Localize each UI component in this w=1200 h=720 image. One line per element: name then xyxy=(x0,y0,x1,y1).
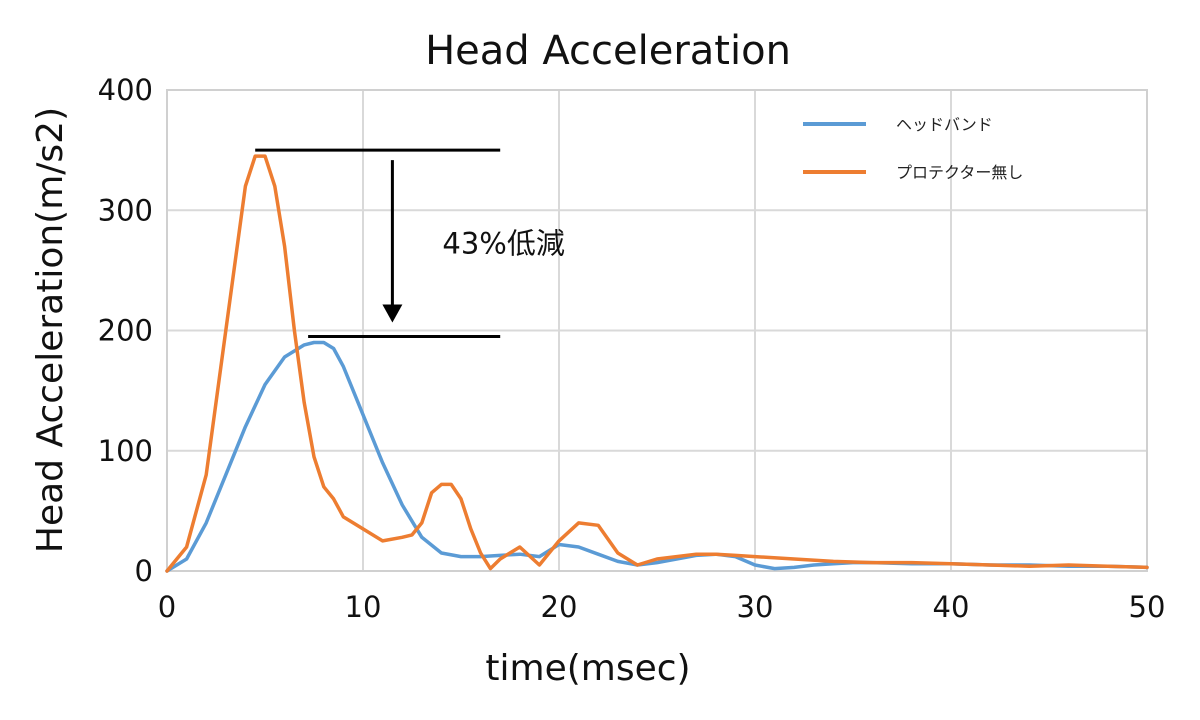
x-tick-label: 10 xyxy=(345,590,382,624)
annotation-layer: 43%低減 xyxy=(255,148,565,339)
x-tick-label: 40 xyxy=(933,590,970,624)
tick-labels: 0 10 20 30 40 50 0 100 200 300 400 xyxy=(98,73,1166,624)
plot-border xyxy=(166,89,1148,572)
y-tick-label: 100 xyxy=(98,434,153,468)
y-axis-label: Head Acceleration(m/s2) xyxy=(30,107,71,553)
legend-label-2: プロテクター無し xyxy=(896,163,1023,182)
legend-label-1: ヘッドバンド xyxy=(896,115,993,134)
plot-frame xyxy=(166,89,1148,572)
x-axis-label: time(msec) xyxy=(485,648,690,689)
y-tick-label: 300 xyxy=(98,193,153,227)
reduction-arrow-head xyxy=(382,304,403,323)
series-layer xyxy=(165,154,1149,573)
series-line-2 xyxy=(165,154,1149,573)
y-tick-label: 0 xyxy=(135,554,153,588)
reduction-label: 43%低減 xyxy=(442,226,564,260)
y-tick-label: 200 xyxy=(98,314,153,348)
x-tick-label: 0 xyxy=(158,590,176,624)
y-tick-label: 400 xyxy=(98,73,153,107)
x-tick-label: 20 xyxy=(541,590,578,624)
x-tick-label: 30 xyxy=(737,590,774,624)
x-tick-label: 50 xyxy=(1129,590,1166,624)
chart-title: Head Acceleration xyxy=(425,28,791,74)
